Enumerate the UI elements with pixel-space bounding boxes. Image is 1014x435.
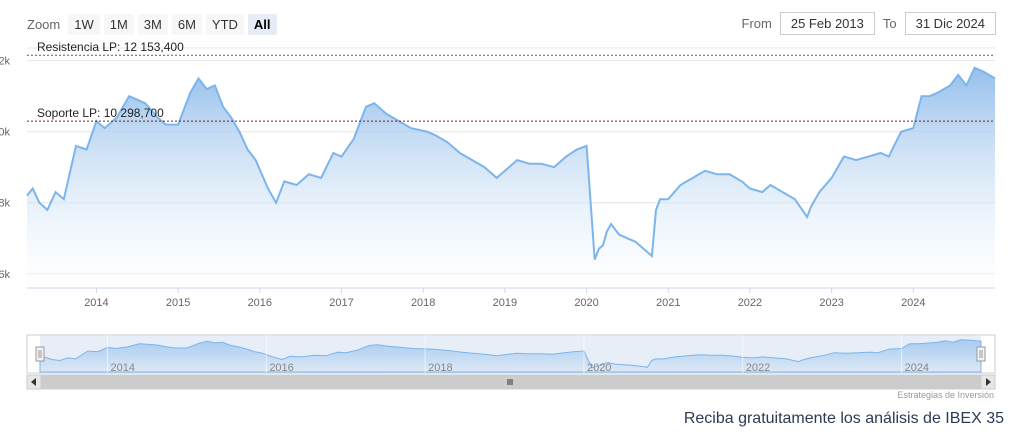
zoom-ytd-button[interactable]: YTD	[205, 13, 244, 35]
x-tick-label: 2014	[84, 297, 108, 309]
arrow-left-icon	[31, 378, 36, 386]
navigator-label: 2014	[110, 362, 134, 374]
zoom-bar: Zoom 1W 1M 3M 6M YTD All	[27, 12, 281, 36]
x-tick-label: 2018	[411, 297, 435, 309]
navigator-series	[39, 339, 982, 373]
x-tick-label: 2019	[493, 297, 517, 309]
resistance-label: Resistencia LP: 12 153,400	[37, 40, 184, 54]
scrollbar-thumb[interactable]	[41, 375, 981, 389]
y-tick-label: 12k	[0, 56, 10, 68]
footer-cta[interactable]: Reciba gratuitamente los análisis de IBE…	[683, 410, 1004, 427]
y-tick-label: 10k	[0, 127, 10, 139]
navigator-label: 2020	[587, 362, 611, 374]
x-tick-label: 2021	[656, 297, 680, 309]
navigator-right-handle[interactable]	[976, 346, 986, 362]
x-tick-label: 2020	[574, 297, 598, 309]
date-range-bar: From 25 Feb 2013 To 31 Dic 2024	[734, 12, 996, 35]
from-date-input[interactable]: 25 Feb 2013	[779, 12, 875, 35]
to-label: To	[882, 16, 897, 31]
navigator-label: 2016	[269, 362, 293, 374]
chart-credit[interactable]: Estrategias de Inversión	[897, 390, 994, 400]
zoom-3m-button[interactable]: 3M	[137, 13, 168, 35]
y-tick-label: 6k	[0, 269, 10, 281]
x-tick-label: 2015	[166, 297, 190, 309]
zoom-label: Zoom	[27, 16, 61, 32]
arrow-right-icon	[986, 378, 991, 386]
support-label: Soporte LP: 10 298,700	[37, 106, 164, 120]
from-label: From	[741, 16, 772, 31]
price-line	[26, 66, 996, 260]
x-tick-label: 2023	[819, 297, 843, 309]
y-tick-label: 8k	[0, 198, 10, 210]
zoom-all-button[interactable]: All	[247, 13, 277, 35]
zoom-6m-button[interactable]: 6M	[171, 13, 202, 35]
x-tick-label: 2017	[329, 297, 353, 309]
navigator-label: 2024	[905, 362, 929, 374]
x-tick-label: 2022	[738, 297, 762, 309]
navigator-label: 2018	[428, 362, 452, 374]
navigator-label: 2022	[746, 362, 770, 374]
zoom-1w-button[interactable]: 1W	[68, 13, 100, 35]
price-area	[27, 67, 995, 288]
to-date-input[interactable]: 31 Dic 2024	[904, 12, 996, 35]
zoom-1m-button[interactable]: 1M	[103, 13, 134, 35]
navigator-left-handle[interactable]	[35, 346, 45, 362]
x-tick-label: 2024	[901, 297, 925, 309]
x-tick-label: 2016	[248, 297, 272, 309]
